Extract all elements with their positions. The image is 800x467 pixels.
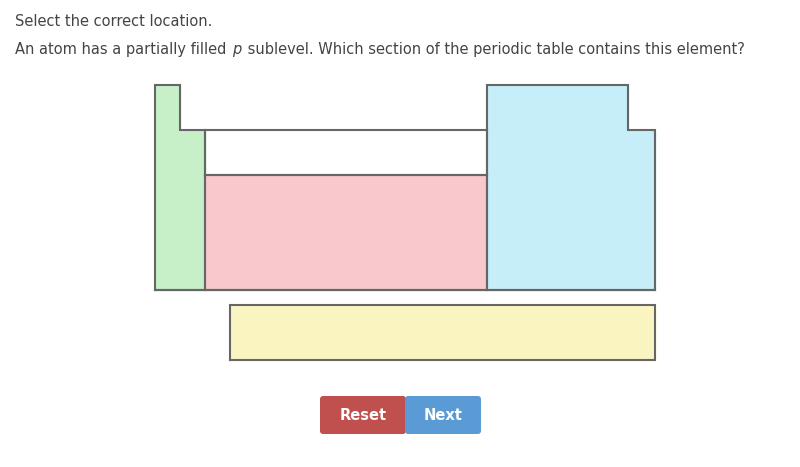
Text: sublevel. Which section of the periodic table contains this element?: sublevel. Which section of the periodic …: [243, 42, 745, 57]
Text: Reset: Reset: [339, 408, 386, 423]
Polygon shape: [155, 85, 205, 290]
FancyBboxPatch shape: [320, 396, 406, 434]
FancyBboxPatch shape: [405, 396, 481, 434]
Polygon shape: [205, 175, 487, 290]
Polygon shape: [487, 85, 655, 290]
Text: Select the correct location.: Select the correct location.: [15, 14, 212, 29]
Text: Next: Next: [423, 408, 462, 423]
Polygon shape: [230, 305, 655, 360]
Text: An atom has a partially filled: An atom has a partially filled: [15, 42, 231, 57]
Text: p: p: [232, 42, 242, 57]
